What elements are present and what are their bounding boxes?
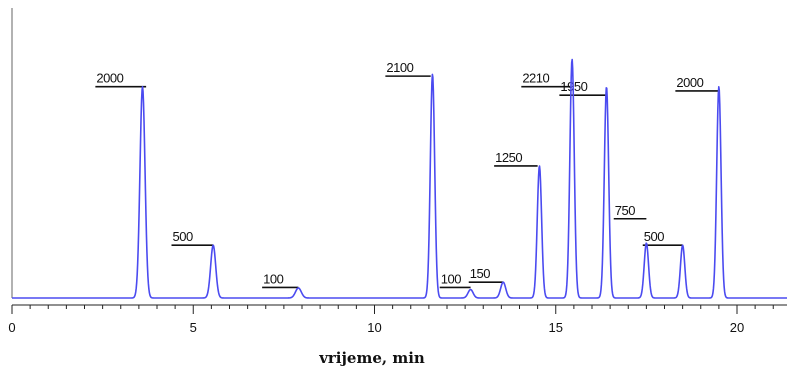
peak-label: 1250 xyxy=(495,150,522,165)
peak-label: 100 xyxy=(441,271,461,286)
peak-label: 500 xyxy=(644,229,664,244)
x-tick-label: 15 xyxy=(549,320,563,335)
peak-label: 500 xyxy=(173,229,193,244)
peak-label: 2000 xyxy=(676,75,703,90)
peak-label: 2000 xyxy=(96,71,123,86)
peak-label: 100 xyxy=(263,271,283,286)
x-tick-label: 0 xyxy=(8,320,15,335)
peak-label-bars: 2000 500 100 2100 100 150 1250 2210 1950 750 500 20… xyxy=(95,60,719,289)
x-tick-label: 5 xyxy=(190,320,197,335)
x-tick-label: 20 xyxy=(730,320,744,335)
peak-label: 150 xyxy=(470,266,490,281)
peak-label: 1950 xyxy=(560,79,587,94)
chromatogram-trace xyxy=(11,58,787,299)
peak-label: 2210 xyxy=(522,71,549,86)
peak-label: 2100 xyxy=(386,60,413,75)
axes: 0 5 10 15 20 xyxy=(8,8,787,335)
plot-area xyxy=(11,58,787,299)
peak-label: 750 xyxy=(615,203,635,218)
x-axis-label: vrijeme, min xyxy=(318,349,425,367)
x-tick-label: 10 xyxy=(367,320,381,335)
